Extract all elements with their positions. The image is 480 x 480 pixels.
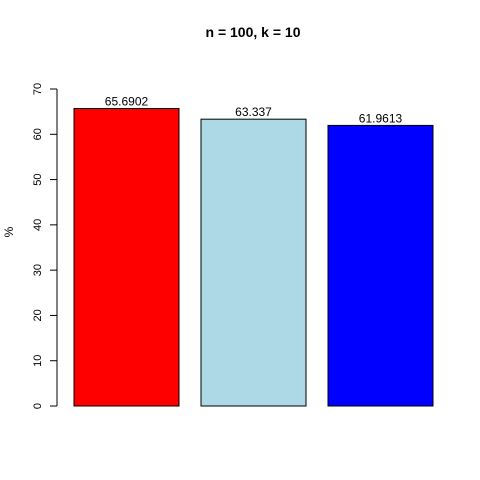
bar: [74, 109, 179, 406]
y-axis: 0 10 20 30 40 50 60 70: [32, 83, 57, 409]
bars: [74, 109, 433, 406]
y-tick-label: 0: [32, 403, 44, 409]
y-tick-label: 50: [32, 173, 44, 185]
y-tick-label: 40: [32, 219, 44, 231]
bar-value-label: 65.6902: [105, 95, 149, 109]
y-tick-label: 10: [32, 355, 44, 367]
y-tick-label: 30: [32, 264, 44, 276]
y-tick-label: 20: [32, 309, 44, 321]
chart-title: n = 100, k = 10: [206, 24, 301, 40]
bar-value-label: 61.9613: [359, 111, 403, 125]
y-tick-label: 60: [32, 128, 44, 140]
bar-value-label: 63.337: [235, 105, 272, 119]
y-axis-label: %: [2, 226, 16, 237]
bar: [201, 119, 306, 406]
y-tick-label: 70: [32, 83, 44, 95]
bar: [328, 125, 433, 406]
